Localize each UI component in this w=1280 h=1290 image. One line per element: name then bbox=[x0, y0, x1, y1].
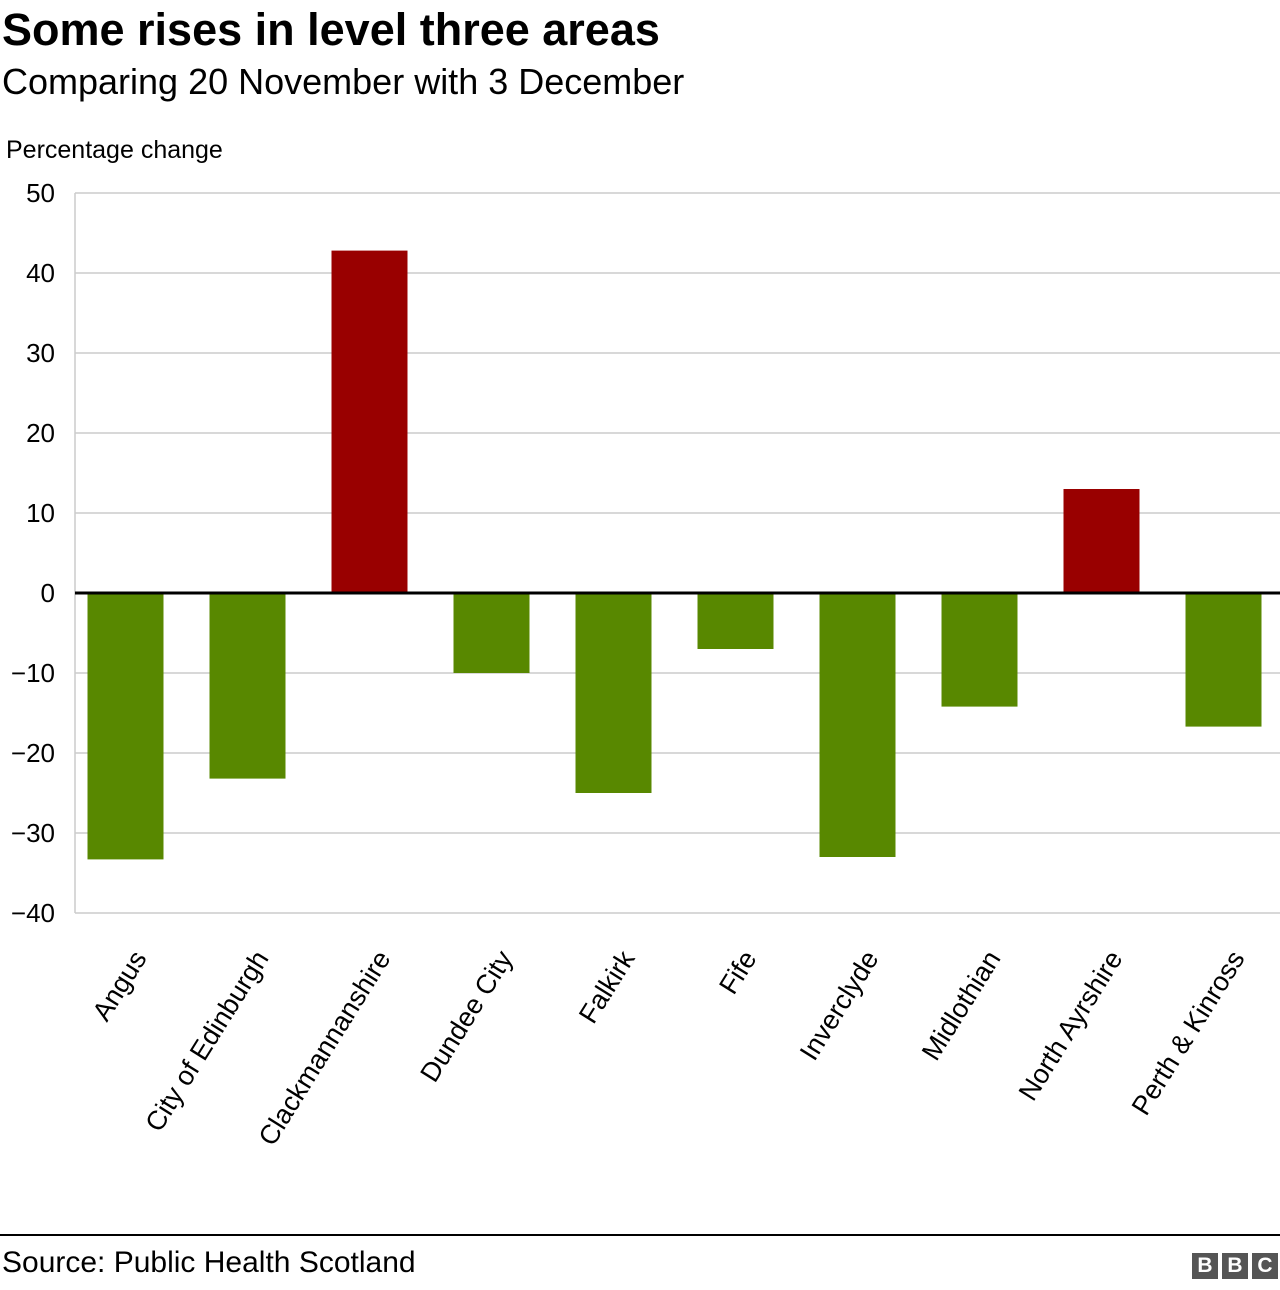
y-tick-label: 50 bbox=[26, 178, 55, 208]
y-tick-label: 20 bbox=[26, 418, 55, 448]
logo-letter-c: C bbox=[1252, 1253, 1278, 1279]
x-tick-label: Midlothian bbox=[916, 945, 1007, 1065]
bar bbox=[1185, 593, 1262, 727]
y-axis-ticks: 50 40 30 20 10 0 −10 −20 −30 −40 bbox=[11, 178, 55, 928]
x-tick-label: Perth & Kinross bbox=[1126, 945, 1251, 1120]
y-tick-label: −10 bbox=[11, 658, 55, 688]
bar bbox=[453, 593, 530, 673]
x-tick-label: North Ayrshire bbox=[1013, 945, 1129, 1106]
chart-title: Some rises in level three areas bbox=[2, 4, 660, 55]
x-tick-label: Angus bbox=[87, 945, 153, 1026]
bar bbox=[697, 593, 774, 649]
x-tick-label: Fife bbox=[713, 945, 762, 999]
x-tick-label: Dundee City bbox=[414, 945, 518, 1087]
bar bbox=[87, 593, 164, 860]
source-note: Source: Public Health Scotland bbox=[2, 1246, 416, 1279]
x-tick-label: Falkirk bbox=[573, 945, 641, 1029]
bar bbox=[209, 593, 286, 779]
footer-divider bbox=[0, 1234, 1280, 1236]
y-tick-label: 30 bbox=[26, 338, 55, 368]
x-tick-label: Inverclyde bbox=[794, 945, 885, 1065]
y-tick-label: −20 bbox=[11, 738, 55, 768]
y-tick-label: 40 bbox=[26, 258, 55, 288]
logo-letter-b1: B bbox=[1192, 1253, 1218, 1279]
bar bbox=[941, 593, 1018, 707]
y-tick-label: −40 bbox=[11, 898, 55, 928]
bar bbox=[819, 593, 896, 857]
bar bbox=[1063, 489, 1140, 593]
x-tick-label: Clackmannanshire bbox=[253, 945, 397, 1151]
bar bbox=[575, 593, 652, 793]
y-tick-label: 0 bbox=[41, 578, 55, 608]
bars bbox=[87, 250, 1262, 860]
logo-letter-b2: B bbox=[1222, 1253, 1248, 1279]
x-tick-label: City of Edinburgh bbox=[139, 945, 274, 1137]
bbc-logo: B B C bbox=[1192, 1253, 1278, 1279]
y-tick-label: −30 bbox=[11, 818, 55, 848]
bar bbox=[331, 250, 408, 593]
chart-subtitle: Comparing 20 November with 3 December bbox=[2, 61, 685, 102]
y-axis-label: Percentage change bbox=[6, 136, 223, 164]
y-tick-label: 10 bbox=[26, 498, 55, 528]
